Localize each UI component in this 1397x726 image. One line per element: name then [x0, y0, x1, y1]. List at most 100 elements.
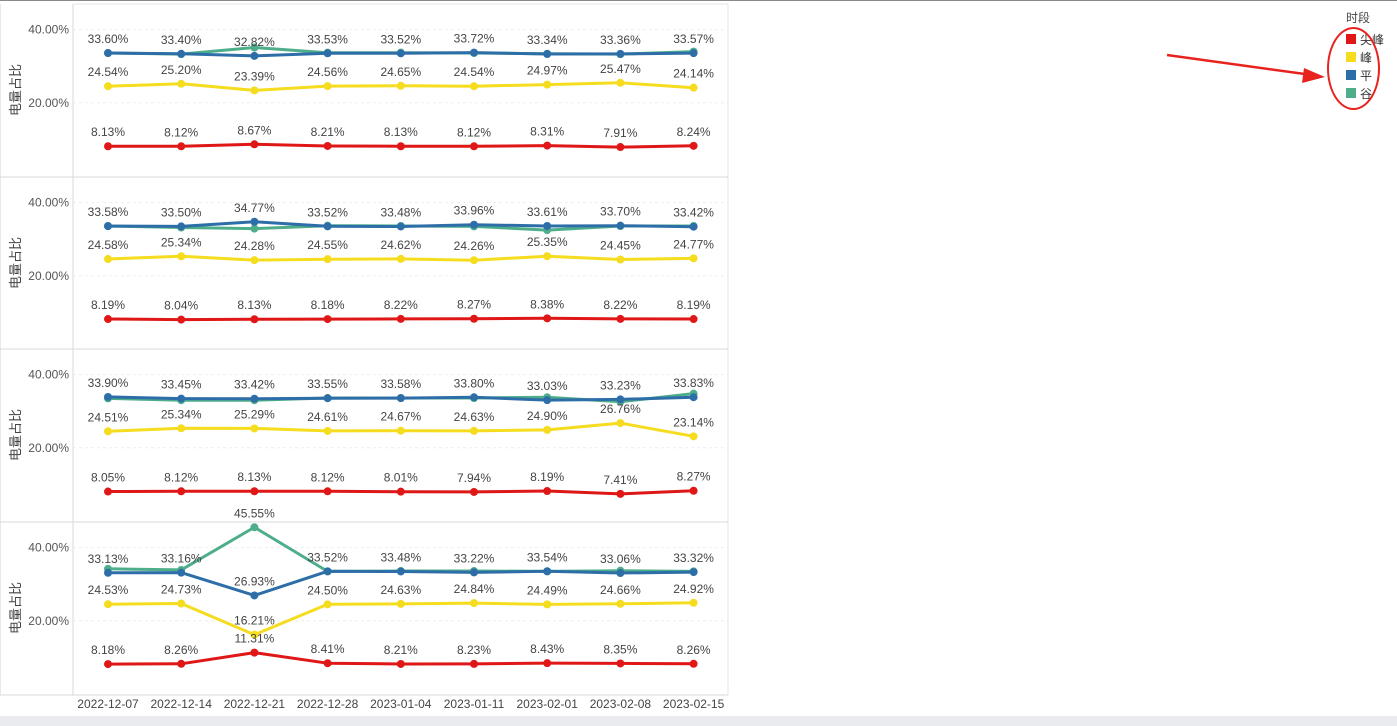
data-label: 8.18% — [91, 643, 125, 657]
data-label: 33.13% — [88, 552, 129, 566]
data-point — [543, 425, 552, 434]
data-point — [689, 393, 698, 402]
data-label: 33.22% — [454, 551, 495, 565]
x-tick-label: 2022-12-21 — [224, 697, 286, 711]
data-point — [177, 252, 186, 261]
data-point — [470, 393, 478, 402]
data-point — [543, 80, 552, 89]
data-point — [396, 81, 405, 90]
data-point — [323, 659, 332, 668]
data-point — [104, 49, 112, 58]
data-label: 24.49% — [527, 583, 568, 597]
data-label: 7.41% — [603, 473, 637, 487]
data-point — [470, 256, 478, 265]
data-point — [396, 254, 405, 263]
data-label: 25.20% — [161, 63, 202, 77]
data-point — [177, 315, 186, 324]
x-tick-label: 2022-12-28 — [297, 697, 359, 711]
data-point — [104, 487, 112, 496]
data-label: 24.73% — [161, 582, 202, 596]
x-tick-label: 2023-01-04 — [370, 697, 432, 711]
data-point — [104, 568, 112, 577]
data-point — [250, 424, 259, 433]
y-tick-label: 40.00% — [28, 368, 69, 382]
data-point — [104, 142, 112, 151]
data-label: 33.72% — [454, 32, 495, 46]
x-tick-label: 2022-12-07 — [77, 697, 139, 711]
data-point — [543, 49, 552, 58]
data-point — [177, 79, 186, 88]
data-label: 24.53% — [88, 583, 129, 597]
data-label: 24.54% — [454, 65, 495, 79]
y-tick-label: 40.00% — [28, 196, 69, 210]
data-label: 33.55% — [307, 377, 348, 391]
data-point — [396, 599, 405, 608]
data-label: 33.80% — [454, 376, 495, 390]
data-point — [470, 487, 478, 496]
data-point — [104, 427, 112, 436]
data-label: 8.67% — [237, 123, 271, 137]
data-label: 8.38% — [530, 297, 564, 311]
data-label: 8.13% — [237, 470, 271, 484]
data-point — [323, 567, 332, 576]
data-label: 33.52% — [307, 205, 348, 219]
data-label: 8.27% — [677, 470, 711, 484]
data-point — [323, 82, 332, 91]
y-axis-label: 电量占比 — [8, 582, 23, 634]
y-tick-label: 40.00% — [28, 541, 69, 555]
data-point — [616, 78, 625, 87]
data-point — [323, 141, 332, 150]
data-point — [396, 222, 405, 231]
data-point — [689, 254, 698, 263]
data-point — [543, 487, 552, 496]
data-point — [616, 255, 625, 264]
data-label: 16.21% — [234, 614, 275, 628]
data-label: 24.14% — [673, 67, 714, 81]
data-point — [323, 487, 332, 496]
data-point — [396, 487, 405, 496]
data-label: 32.82% — [234, 35, 275, 49]
data-point — [543, 396, 552, 405]
legend-title: 时段 — [1346, 11, 1371, 25]
data-point — [396, 659, 405, 668]
data-label: 33.03% — [527, 379, 568, 393]
data-label: 33.83% — [673, 376, 714, 390]
data-point — [616, 659, 625, 668]
x-tick-label: 2023-01-11 — [444, 697, 505, 711]
data-point — [250, 315, 259, 324]
data-label: 26.93% — [234, 574, 275, 588]
data-point — [396, 567, 405, 576]
y-tick-label: 40.00% — [28, 23, 69, 37]
bottom-scrollbar-track[interactable] — [0, 716, 1397, 726]
data-label: 24.54% — [88, 65, 129, 79]
data-label: 24.45% — [600, 239, 641, 253]
data-label: 34.77% — [234, 201, 275, 215]
data-point — [177, 394, 186, 403]
data-point — [250, 523, 259, 532]
data-point — [396, 49, 405, 58]
data-label: 8.12% — [164, 125, 198, 139]
data-label: 24.67% — [380, 410, 421, 424]
data-point — [689, 222, 698, 231]
data-point — [250, 51, 259, 60]
data-point — [616, 314, 625, 323]
chart-panel-3: 40.00% 20.00% 电量占比 8.05% 8.12% 8.13% 8.12% 8.01… — [0, 348, 728, 498]
data-label: 23.39% — [234, 69, 275, 83]
data-point — [250, 256, 259, 265]
data-label: 33.90% — [88, 376, 129, 390]
x-tick-label: 2023-02-15 — [663, 697, 725, 711]
data-label: 24.90% — [527, 409, 568, 423]
data-label: 8.12% — [457, 125, 491, 139]
data-point — [323, 600, 332, 609]
y-tick-label: 20.00% — [28, 441, 69, 455]
data-label: 8.19% — [91, 298, 125, 312]
data-point — [689, 598, 698, 607]
data-label: 33.48% — [380, 205, 421, 219]
data-label: 8.26% — [164, 643, 198, 657]
y-axis-label: 电量占比 — [8, 64, 23, 116]
data-point — [396, 314, 405, 323]
y-tick-label: 20.00% — [28, 614, 69, 628]
data-label: 24.63% — [380, 583, 421, 597]
data-point — [250, 487, 259, 496]
